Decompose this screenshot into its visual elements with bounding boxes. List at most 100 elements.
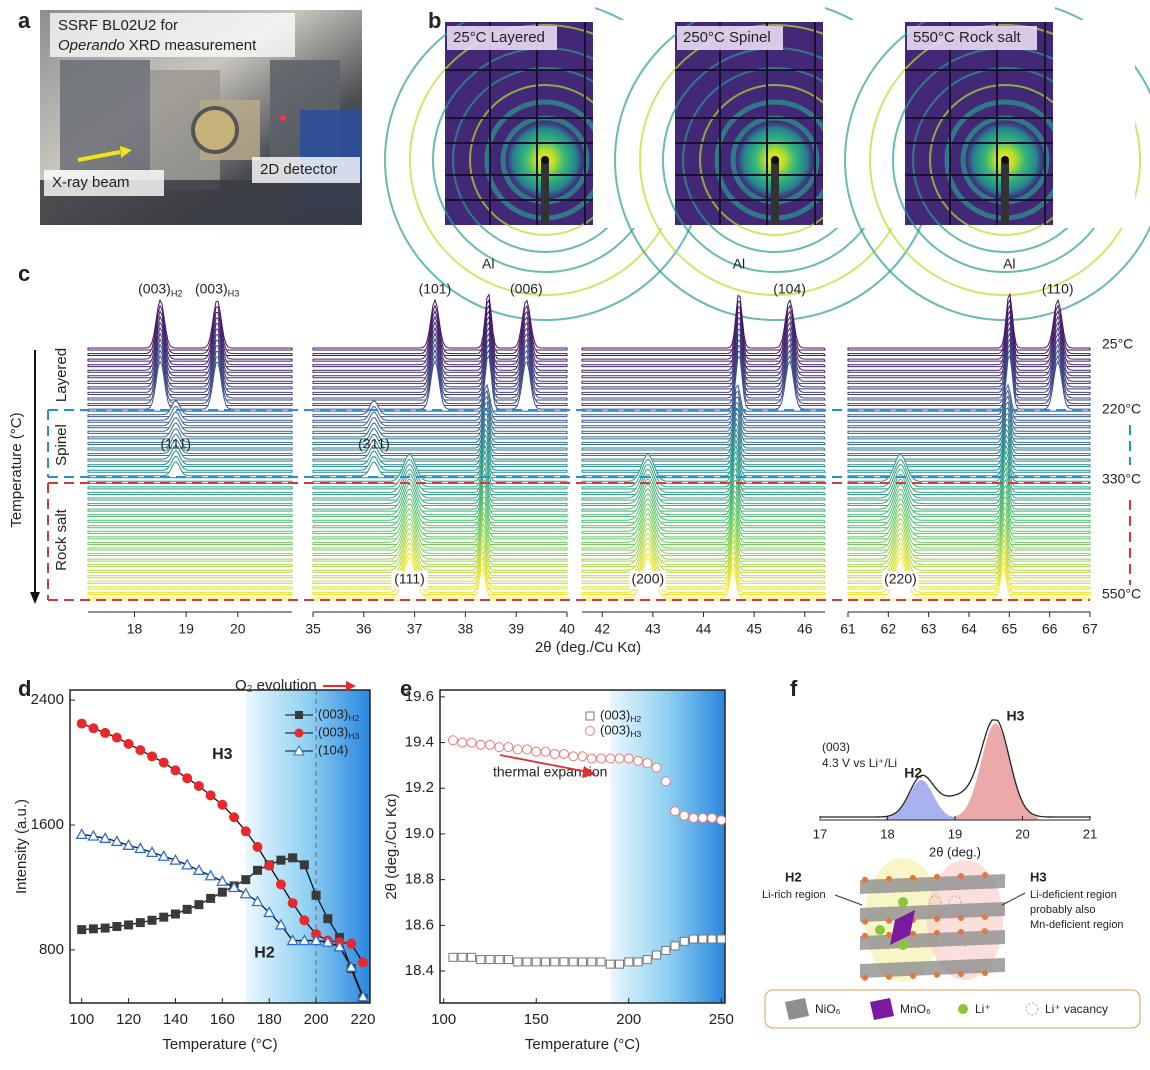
marker xyxy=(311,890,321,900)
y-tick-label: 800 xyxy=(39,941,64,958)
marker xyxy=(158,757,169,768)
layer xyxy=(860,874,1005,894)
marker xyxy=(100,727,111,738)
x-tick-label: 20 xyxy=(1015,826,1029,841)
xrd-trace xyxy=(312,428,568,462)
xrd-trace xyxy=(87,486,293,490)
xrd-trace xyxy=(581,417,826,451)
oxygen xyxy=(958,928,964,935)
marker xyxy=(299,860,309,870)
marker xyxy=(206,893,216,903)
vacancy xyxy=(948,895,962,909)
panel-label: e xyxy=(400,676,412,701)
xrd-trace xyxy=(847,394,1091,429)
xrd-trace xyxy=(87,348,293,401)
caption: XRD measurement xyxy=(129,37,257,54)
xrd-trace xyxy=(847,303,1091,362)
marker xyxy=(75,828,88,840)
xrd-trace xyxy=(847,455,1091,490)
xrd-trace xyxy=(87,564,293,568)
xrd-trace xyxy=(87,416,293,434)
mask xyxy=(593,20,675,228)
marker xyxy=(466,952,476,962)
marker xyxy=(605,753,616,764)
pointer xyxy=(834,894,863,906)
beamstop xyxy=(541,156,549,164)
marker xyxy=(227,881,241,893)
marker xyxy=(494,742,505,753)
xrd-trace xyxy=(312,557,568,601)
xrd-trace xyxy=(87,321,293,373)
xrd-trace xyxy=(87,569,293,573)
xrd-trace xyxy=(87,309,293,362)
xrd-trace xyxy=(847,314,1091,373)
xrd-trace xyxy=(87,536,293,540)
label-box xyxy=(44,170,164,196)
xrd-trace xyxy=(312,444,568,479)
marker xyxy=(124,920,134,930)
xrd-trace xyxy=(581,455,826,490)
inset-subtitle: 4.3 V vs Li⁺/Li xyxy=(822,756,897,770)
legend-label: (003) xyxy=(600,707,630,722)
x-tick-label: 66 xyxy=(1042,621,1058,637)
x-tick-label: 120 xyxy=(116,1011,141,1028)
x-tick-label: 18 xyxy=(127,621,143,637)
xrd-trace xyxy=(87,541,293,545)
legend-marker xyxy=(295,711,303,719)
mask xyxy=(823,20,905,228)
beam-arrow xyxy=(77,150,121,162)
panel-label: b xyxy=(428,8,441,33)
beamstop xyxy=(1001,160,1009,225)
marker xyxy=(559,957,569,967)
xrd-trace xyxy=(581,467,826,501)
x-tick-label: 40 xyxy=(559,621,575,637)
schematic-label: H2 xyxy=(785,869,802,884)
marker xyxy=(633,957,643,967)
marker xyxy=(356,990,370,1002)
xrd-trace xyxy=(847,460,1091,495)
peak-label: (200) xyxy=(631,571,664,587)
xrd-trace xyxy=(847,309,1091,368)
xrd-trace xyxy=(581,438,826,473)
vacancy xyxy=(958,933,972,947)
xrd-trace xyxy=(581,433,826,468)
marker xyxy=(110,835,123,847)
marker xyxy=(229,812,240,823)
xrd-trace xyxy=(581,461,826,495)
marker xyxy=(299,915,310,926)
xrd-trace xyxy=(87,400,293,418)
marker xyxy=(217,799,228,810)
marker xyxy=(670,806,681,817)
annotation: H2 xyxy=(254,944,275,961)
peak-label: Al xyxy=(1003,256,1015,272)
xrd-trace xyxy=(87,427,293,445)
oxygen xyxy=(910,972,916,979)
xrd-trace xyxy=(312,508,568,545)
xrd-trace xyxy=(87,337,293,390)
x-tick-label: 61 xyxy=(840,621,856,637)
xrd-trace xyxy=(581,390,826,423)
marker xyxy=(298,934,311,946)
pattern xyxy=(844,0,1150,321)
marker xyxy=(476,955,486,965)
xrd-trace xyxy=(847,331,1091,390)
xrd-trace xyxy=(312,413,568,445)
xrd-trace xyxy=(847,428,1091,462)
oxygen xyxy=(934,929,940,936)
schematic-label: H3 xyxy=(1030,869,1047,884)
oxygen xyxy=(862,918,868,925)
xrd-trace xyxy=(847,337,1091,395)
xrd-trace xyxy=(312,478,568,512)
peak-label: (110) xyxy=(1042,281,1074,297)
pattern-label: 550°C Rock salt xyxy=(913,29,1022,46)
caption: SSRF BL02U2 for xyxy=(58,17,178,34)
xrd-trace xyxy=(312,466,568,501)
xrd-trace xyxy=(581,557,826,601)
marker xyxy=(652,950,662,960)
ring xyxy=(844,0,1150,321)
xrd-trace xyxy=(87,503,293,507)
xrd-trace xyxy=(312,455,568,490)
marker xyxy=(181,858,194,870)
marker xyxy=(550,957,560,967)
y-tick-label: 2400 xyxy=(31,691,64,708)
